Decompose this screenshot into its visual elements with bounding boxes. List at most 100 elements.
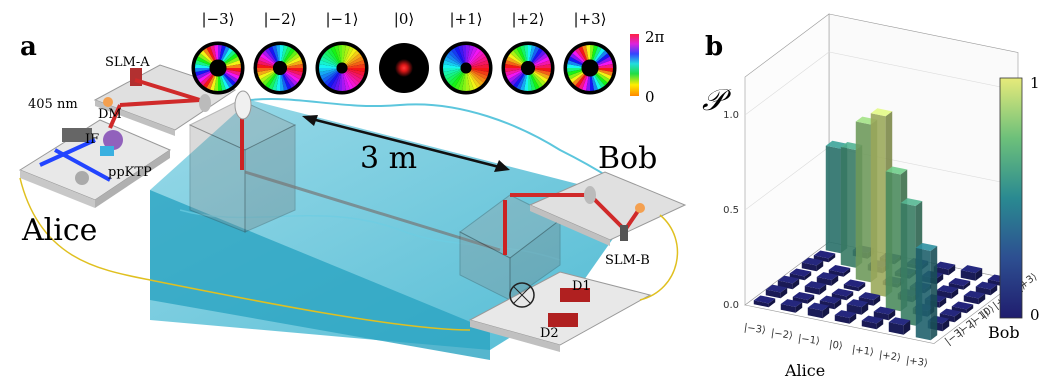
bar [753, 295, 776, 308]
x-tick-label: |0⟩ [828, 339, 843, 352]
mode-label: |+2⟩ [511, 10, 544, 28]
detector-board [468, 271, 652, 352]
bar [780, 299, 803, 313]
slm-a-label: SLM-A [105, 55, 150, 70]
x-axis-title: Alice [784, 361, 825, 380]
mode-label: |−2⟩ [263, 10, 296, 28]
alice-label: Alice [21, 213, 97, 248]
fiber-b [639, 214, 679, 301]
crystal-label: ppKTP [108, 165, 152, 180]
bar [888, 317, 911, 335]
gridline [744, 51, 1019, 116]
colorbar-bottom-label: 0 [1030, 306, 1040, 324]
y-axis-title: Bob [988, 323, 1020, 342]
underwater-beam [244, 170, 501, 252]
bar [765, 284, 788, 299]
z-tick-label: 0.5 [723, 205, 739, 216]
mode-label: |+1⟩ [449, 10, 482, 28]
panel-a: a [18, 10, 687, 360]
phase-colorbar-bottom: 0 [645, 88, 655, 106]
panel-b-letter: b [705, 32, 723, 62]
distance-label: 3 m [360, 141, 417, 176]
x-tick-label: |−2⟩ [770, 328, 793, 342]
lens [199, 94, 211, 112]
colorbar: 1 0 [999, 74, 1040, 324]
bob-fiber-coupler [635, 203, 645, 213]
alice-periscope-mirror [234, 90, 252, 120]
panel-b: b 𝒫 0.00.51.0|−3⟩ |−2⟩ |−1⟩ |0⟩ |+1⟩ |+2⟩ |+3⟩… [702, 13, 1040, 380]
phase-colorbar: 2π 0 [630, 28, 665, 106]
x-tick-label: |+1⟩ [851, 344, 874, 358]
colorbar-top-label: 1 [1030, 74, 1040, 92]
alice-breadboard [18, 119, 172, 208]
coincidence-counter [509, 282, 535, 308]
bar [807, 302, 830, 319]
bar [819, 295, 842, 310]
bar [936, 285, 959, 299]
detector-d2 [548, 313, 578, 327]
bar [828, 264, 851, 277]
bar [858, 292, 881, 306]
mode-label: |+3⟩ [573, 10, 606, 28]
mode-image [315, 41, 369, 95]
mode-label: |0⟩ [394, 10, 414, 28]
z-tick-label: 1.0 [723, 110, 739, 121]
crystal [100, 146, 114, 156]
mirror [75, 171, 89, 185]
bar [801, 257, 824, 272]
bar [861, 315, 884, 330]
bar [816, 272, 839, 286]
bar [843, 279, 866, 292]
phase-colorbar-top: 2π [645, 28, 665, 46]
bar [960, 265, 983, 281]
mode-label: |−1⟩ [325, 10, 358, 28]
detector-d1 [560, 288, 590, 302]
distance-arrow [302, 115, 510, 172]
bar [963, 290, 986, 305]
slm-b [620, 225, 628, 241]
slm-b-label: SLM-B [605, 253, 650, 268]
d2-label: D2 [540, 326, 559, 341]
bar [915, 242, 938, 341]
x-tick-label: |+2⟩ [878, 350, 901, 364]
dm-label: DM [98, 107, 122, 122]
bar [792, 291, 815, 304]
bob-label: Bob [598, 141, 657, 176]
bob-board [510, 171, 687, 246]
bar [951, 301, 974, 314]
mode-label: |−3⟩ [201, 10, 234, 28]
water-tank [150, 97, 641, 360]
bar [975, 281, 998, 296]
bar [789, 268, 812, 281]
x-tick-label: |+3⟩ [905, 355, 928, 369]
alice-cube [188, 90, 297, 233]
mode-image [253, 41, 307, 95]
side-wall [744, 13, 830, 306]
mode-image [501, 41, 555, 95]
bar [804, 281, 827, 295]
z-tick-label: 0.0 [723, 300, 739, 311]
bar [873, 306, 896, 321]
x-tick-label: |−3⟩ [743, 322, 766, 336]
mode-image [439, 41, 493, 95]
bar [777, 275, 800, 290]
laser-label: 405 nm [28, 97, 78, 112]
bar [831, 288, 854, 301]
bar [948, 277, 971, 290]
bar3d-chart: 0.00.51.0|−3⟩ |−2⟩ |−1⟩ |0⟩ |+1⟩ |+2⟩ |+3⟩|−3⟩… [723, 13, 1039, 369]
laser-body [62, 128, 92, 142]
bar [933, 261, 956, 276]
d1-label: D1 [572, 279, 591, 294]
fiber-a [19, 177, 471, 331]
bar [939, 308, 962, 323]
bar [813, 250, 836, 263]
bob-lens [584, 186, 596, 204]
dichroic-mirror [103, 130, 123, 150]
mode-image [191, 41, 245, 95]
if-label: IF [85, 132, 99, 147]
fiber-coupler [103, 97, 113, 107]
mode-image [563, 41, 617, 95]
x-tick-label: |−1⟩ [797, 333, 820, 347]
oam-mode-row: |−3⟩ |−2⟩ |−1⟩ |0⟩ |+1⟩ |+2⟩ |+3⟩ [191, 10, 617, 95]
bar [834, 310, 857, 324]
